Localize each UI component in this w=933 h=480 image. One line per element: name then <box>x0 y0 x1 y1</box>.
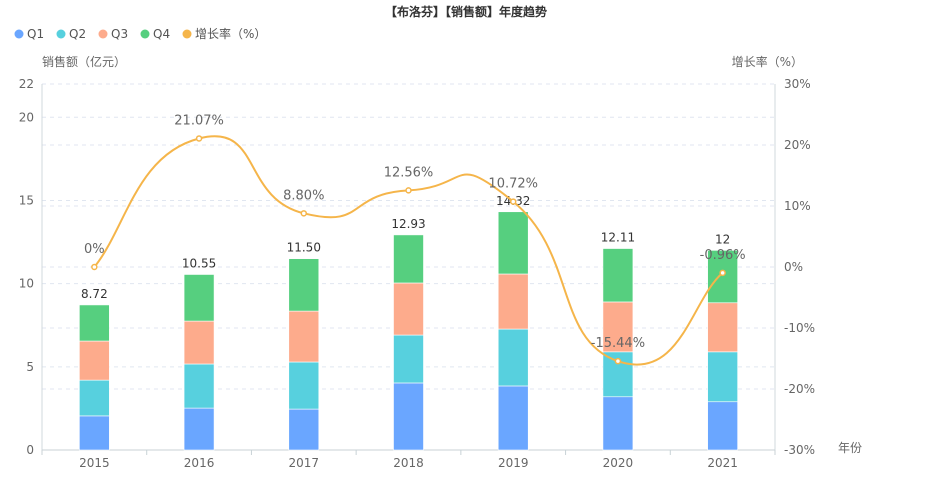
bar-Q2-2019 <box>497 328 529 387</box>
bar-total-label: 10.55 <box>182 256 216 270</box>
bar-Q2-2021 <box>707 351 738 403</box>
bar-Q1-2020 <box>602 396 634 451</box>
bar-Q2-2018 <box>393 334 424 384</box>
bar-Q1-2015 <box>79 415 110 451</box>
bar-Q1-2018 <box>393 382 424 451</box>
growth-rate-label: -0.96% <box>700 248 746 263</box>
growth-rate-point <box>405 187 412 194</box>
x-tick-label: 2016 <box>184 456 215 470</box>
growth-rate-label: 0% <box>84 242 105 257</box>
bar-Q4-2017 <box>288 258 320 312</box>
chart-title: 【布洛芬】【销售额】年度趋势 <box>385 4 547 19</box>
legend-marker-Q3 <box>98 29 108 39</box>
y2-tick-label: 10% <box>784 199 811 213</box>
legend-marker-Q2 <box>56 29 66 39</box>
growth-rate-point <box>719 269 726 277</box>
legend-label: 增长率（%） <box>195 26 266 41</box>
y-tick-label: 15 <box>19 193 34 207</box>
bar-total-label: 8.72 <box>81 287 108 301</box>
bar-Q1-2021 <box>707 401 738 451</box>
growth-rate-label: 21.07% <box>174 113 224 128</box>
bar-Q3-2017 <box>288 310 320 363</box>
legend-marker-Q4 <box>140 29 150 39</box>
x-tick-label: 2015 <box>79 456 110 470</box>
growth-rate-label: 12.56% <box>384 165 434 180</box>
legend-label: Q1 <box>27 27 44 41</box>
bar-Q4-2021 <box>707 250 738 304</box>
growth-rate-point <box>195 135 203 142</box>
y-tick-label: 0 <box>26 443 34 457</box>
y2-axis-title: 增长率（%） <box>732 54 803 69</box>
growth-rate-label: -15.44% <box>591 336 645 351</box>
bar-Q1-2019 <box>497 385 529 451</box>
x-tick-label: 2017 <box>289 456 320 470</box>
y-tick-label: 5 <box>26 360 34 374</box>
growth-rate-label: 10.72% <box>488 177 538 192</box>
x-tick-label: 2021 <box>707 456 738 470</box>
growth-rate-label: 8.80% <box>283 188 324 203</box>
x-tick-label: 2018 <box>393 456 424 470</box>
x-tick-label: 2020 <box>603 456 634 470</box>
bar-Q2-2015 <box>79 379 110 417</box>
y2-tick-label: -20% <box>784 382 815 396</box>
bar-Q4-2015 <box>79 304 110 342</box>
y-tick-label: 22 <box>19 77 34 91</box>
x-tick-label: 2019 <box>498 456 529 470</box>
y-tick-label: 10 <box>19 277 34 291</box>
bar-Q1-2016 <box>183 407 215 451</box>
bar-Q3-2016 <box>183 320 215 365</box>
bar-Q3-2019 <box>497 273 529 330</box>
y2-tick-label: -10% <box>784 321 815 335</box>
x-axis-title: 年份 <box>838 441 862 455</box>
bar-Q4-2016 <box>183 274 215 322</box>
bar-Q4-2020 <box>602 248 634 303</box>
y2-tick-label: 0% <box>784 260 803 274</box>
y-tick-label: 20 <box>19 110 34 124</box>
legend-marker-Q1 <box>14 29 24 39</box>
growth-rate-point <box>614 357 622 365</box>
bar-Q2-2016 <box>183 363 215 409</box>
bar-total-label: 12.93 <box>391 217 425 231</box>
bar-Q4-2018 <box>393 234 424 284</box>
growth-rate-point <box>300 210 308 217</box>
legend-label: Q3 <box>111 27 128 41</box>
y2-tick-label: 30% <box>784 77 811 91</box>
bar-Q2-2017 <box>288 361 320 410</box>
bar-Q3-2018 <box>393 282 424 336</box>
growth-rate-point <box>509 198 517 205</box>
bar-Q3-2015 <box>79 340 110 381</box>
y2-tick-label: -30% <box>784 443 815 457</box>
legend-label: Q4 <box>153 27 170 41</box>
bar-total-label: 12.11 <box>601 231 635 245</box>
bar-Q4-2019 <box>497 211 529 275</box>
legend-label: Q2 <box>69 27 86 41</box>
y-axis-title: 销售额（亿元） <box>42 54 126 69</box>
y2-tick-label: 20% <box>784 138 811 152</box>
legend-marker-增长率（%） <box>182 29 192 39</box>
bar-Q3-2021 <box>707 302 738 353</box>
bar-total-label: 11.50 <box>287 241 321 255</box>
bar-Q1-2017 <box>288 408 320 451</box>
bar-total-label: 12 <box>715 232 730 246</box>
growth-rate-point <box>91 263 98 271</box>
